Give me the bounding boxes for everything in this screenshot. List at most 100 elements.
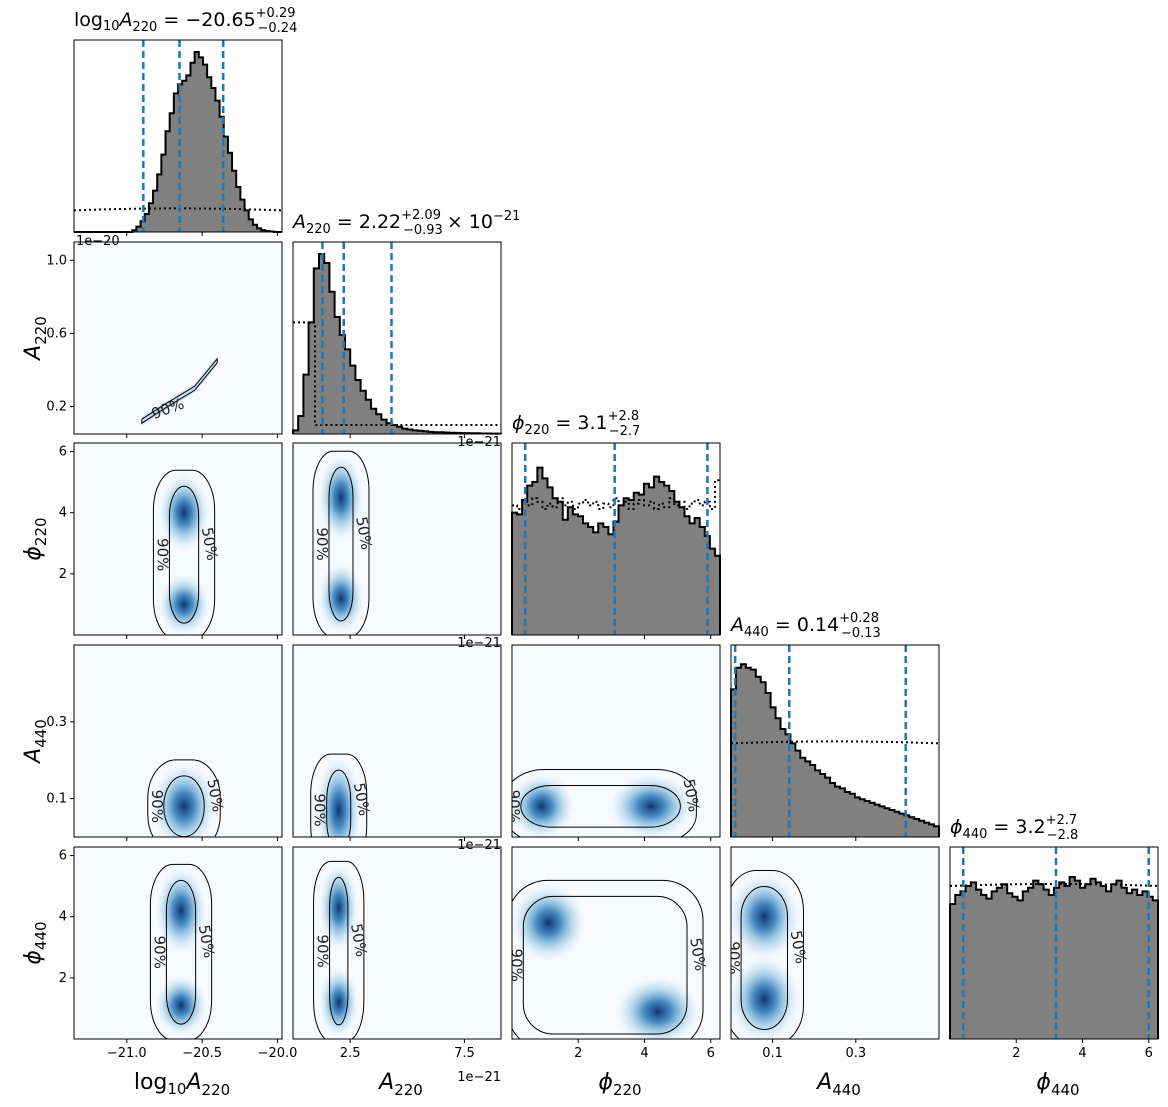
contour-label-90: 90% [505,790,523,823]
contour-50 [165,879,197,1025]
x-tick-label: 6 [1145,1046,1153,1061]
contour-90 [149,863,213,1039]
histogram-outline [511,466,721,635]
density-phi440-vs-log10A220 [153,864,209,1038]
x-axis-label-A220: A220 [377,1070,423,1099]
offset-text-A220-x: 1e−21 [457,1070,501,1085]
y-tick-label: 0.3 [46,715,67,730]
density-blob [606,771,696,837]
contours-A440-vs-A220: 90% 50% [310,753,374,837]
density-ridge [141,356,218,426]
panel-frame [292,846,502,1040]
contour-label-90: 90% [314,934,332,967]
contours-phi440-vs-A440: 90% 50% [731,870,811,1039]
contour-90 [512,879,704,1039]
histogram-outline [949,876,1159,1039]
contour-50 [328,466,354,622]
histogram-title-A220: A220 = 2.22+2.09 −0.93 × 10−21 [291,208,520,238]
contour-90 [310,753,368,837]
density-blob [512,881,589,965]
histogram-log10A220 [73,40,283,233]
y-axis-label-A220: A220 [21,316,50,362]
x-axis-label-A440: A440 [815,1070,861,1099]
panel-frame [511,644,721,838]
density-phi440-vs-A220 [318,861,360,1039]
contour-label-50: 50% [350,781,374,817]
contour-label-50: 50% [203,777,227,813]
y-axis-label-phi440: ϕ440 [21,921,50,964]
offset-text-A220-panel: 1e−21 [457,435,501,450]
contours-A440-vs-phi220: 90% 50% [505,768,703,837]
contour-90 [147,759,221,837]
x-axis-label-phi220: ϕ220 [598,1070,641,1099]
contour-50 [520,784,681,828]
contours-phi220-vs-log10A220: 90% 50% [152,469,222,635]
panel-frame [73,442,283,636]
x-tick-label: 4 [1078,1046,1086,1061]
contour-label-50: 50% [787,929,811,965]
panel-frame [730,644,940,838]
contour-label-50: 50% [352,515,376,551]
contours-phi440-vs-log10A220: 90% 50% [149,863,218,1039]
density-A440-vs-phi220 [512,771,696,837]
panel-frame [292,241,502,435]
contour-label-90: 90% [150,936,168,969]
density-blob [156,471,212,554]
panel-frame [949,846,1159,1040]
density-blob [318,965,360,1039]
x-tick-label: 0.3 [845,1046,866,1061]
histogram-fill [74,52,282,232]
x-tick-label: 7.5 [454,1046,475,1061]
y-tick-label: 0.1 [46,792,67,807]
contour-90 [731,870,804,1039]
density-blob [731,953,802,1039]
density-A440-vs-log10A220 [150,760,218,837]
y-axis-label-phi220: ϕ220 [21,517,50,560]
density-blob [153,864,209,957]
x-tick-label: −20.0 [258,1046,298,1061]
histogram-fill [950,877,1158,1039]
contour-50 [168,485,200,624]
density-blob [512,771,577,837]
density-blob [318,861,360,954]
contour-label-50: 50% [686,936,710,972]
x-tick-label: 2 [574,1046,582,1061]
x-axis-label-phi440: ϕ440 [1036,1070,1079,1099]
contour-label-50: 50% [347,922,371,958]
y-tick-label: 4 [59,910,67,925]
contour-label-90: 90% [153,538,171,571]
contour-label-90: 90% [313,527,331,560]
contours-phi440-vs-A220: 90% 50% [313,860,371,1039]
panel-frame [292,442,502,636]
contour-90 [141,357,218,425]
contour-label-50: 50% [198,526,222,562]
y-tick-label: 2 [59,567,67,582]
contour-90 [312,450,370,635]
histogram-title-log10A220: log10A220 = −20.65+0.29 −0.24 [74,6,297,36]
y-tick-label: 6 [59,849,67,864]
contour-50 [740,885,788,1030]
y-tick-label: 4 [59,506,67,521]
y-tick-label: 6 [59,445,67,460]
prior-line [730,740,940,745]
y-axis-label-A440: A440 [21,719,50,765]
contour-50 [329,876,349,1026]
density-A220-vs-log10A220 [141,356,218,426]
contour-label-90: 90% [311,793,329,826]
histogram-fill [512,467,720,635]
y-tick-label: 1.0 [46,253,67,268]
y-tick-label: 0.6 [46,326,67,341]
panel-frame [73,846,283,1040]
contour-label-90: 90% [507,949,525,982]
prior-line [949,883,1159,887]
x-tick-label: 6 [707,1046,715,1061]
panel-frame [730,846,940,1040]
contours-phi220-vs-A220: 90% 50% [312,450,376,635]
histogram-phi440 [949,847,1159,1039]
panel-frame [511,846,721,1040]
density-blob [150,760,218,837]
prior-line [73,207,283,212]
density-blob [153,973,209,1038]
y-tick-label: 0.2 [46,400,67,415]
